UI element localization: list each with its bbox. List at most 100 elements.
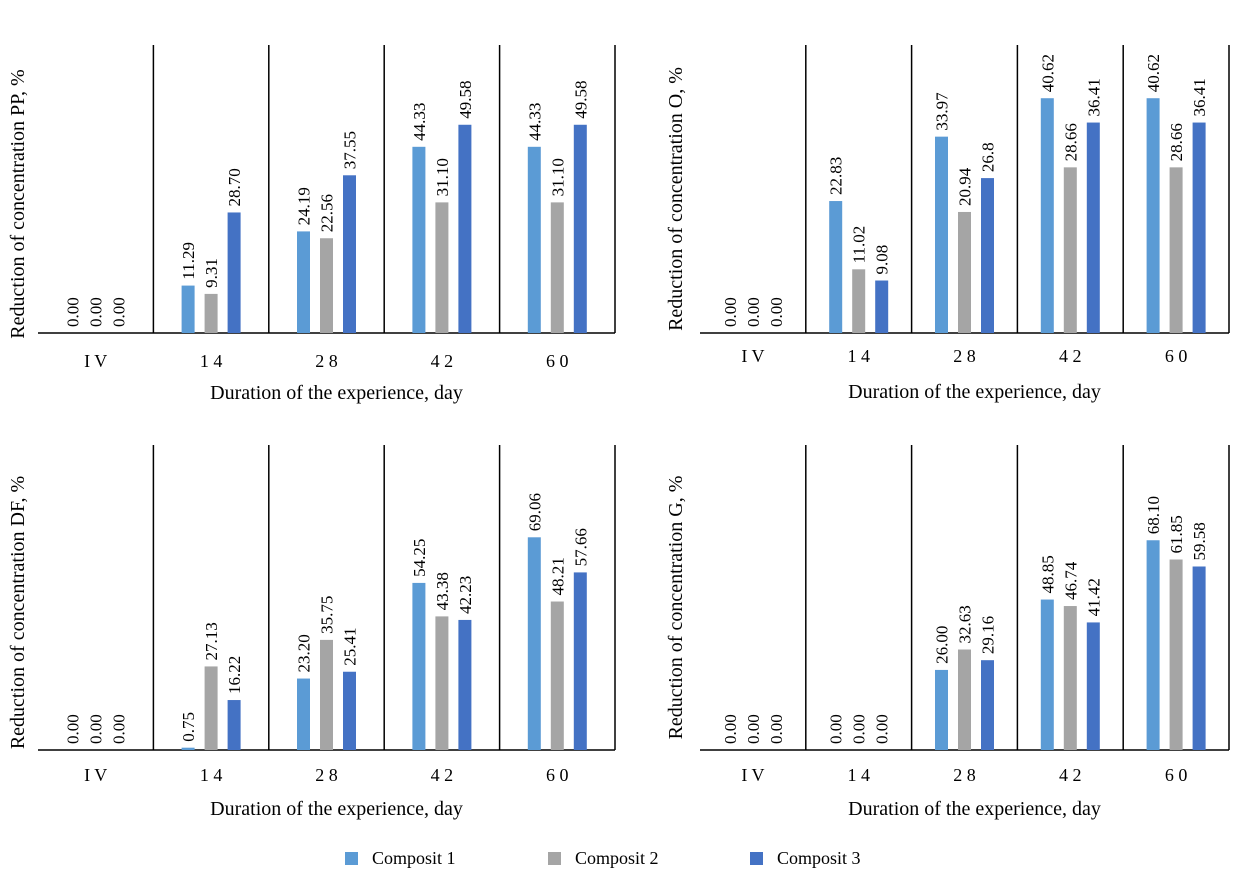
category-label: I V	[84, 351, 107, 371]
bar-composit-2	[204, 293, 218, 333]
bar-composit-2	[320, 639, 333, 750]
legend-label: Composit 1	[372, 848, 456, 868]
data-label: 59.58	[1190, 522, 1209, 560]
bar-composit-1	[297, 678, 310, 750]
bar-composit-1	[297, 231, 310, 333]
data-label: 0.00	[87, 297, 106, 327]
bar-composit-3	[981, 178, 994, 333]
bar-composit-3	[227, 700, 241, 750]
data-label: 22.56	[318, 194, 337, 232]
data-label: 31.10	[548, 158, 567, 196]
data-label: 27.13	[202, 622, 221, 660]
data-label: 0.00	[744, 714, 763, 744]
legend-label: Composit 2	[575, 848, 659, 868]
category-label: 2 8	[953, 346, 976, 366]
data-label: 0.00	[744, 297, 763, 327]
data-label: 48.85	[1038, 555, 1057, 593]
data-label: 29.16	[979, 616, 998, 654]
data-label: 0.00	[873, 714, 892, 744]
chart-panel-g: 0.00 0.00 0.00 I V 0.00 0.00 0.00 1 4 26.00 32.63…	[655, 433, 1234, 833]
bar-composit-1	[181, 747, 195, 750]
category-label: 1 4	[847, 765, 870, 785]
legend-item-composit-3: Composit 3	[750, 848, 861, 869]
legend-swatch-composit-2	[548, 852, 561, 865]
legend-item-composit-1: Composit 1	[345, 848, 456, 869]
data-label: 26.00	[933, 626, 952, 664]
bar-composit-1	[935, 136, 948, 333]
category-label: 2 8	[953, 765, 976, 785]
category-label: 1 4	[847, 346, 870, 366]
bar-composit-1	[935, 669, 948, 750]
bar-composit-3	[343, 671, 356, 750]
chart-panel-pp: 0.00 0.00 0.00 I V 11.29 9.31 28.70 1 4 24.19 22.…	[0, 0, 625, 415]
chart-panel-o: 0.00 0.00 0.00 I V 22.83 11.02 9.08 1 4 33.97 20.…	[655, 0, 1234, 415]
category-label: 4 2	[1059, 765, 1082, 785]
category-label: 4 2	[431, 765, 454, 785]
data-label: 32.63	[956, 605, 975, 643]
bar-composit-1	[527, 537, 541, 750]
data-label: 49.58	[571, 81, 590, 119]
x-axis-title: Duration of the experience, day	[848, 381, 1101, 403]
data-label: 68.10	[1144, 496, 1163, 534]
data-label: 16.22	[225, 656, 244, 694]
category-label: I V	[741, 765, 764, 785]
bar-composit-3	[981, 660, 994, 750]
bar-composit-2	[435, 616, 449, 750]
data-label: 36.41	[1084, 78, 1103, 116]
bar-composit-1	[527, 146, 541, 333]
bar-composit-2	[1063, 606, 1077, 750]
data-label: 22.83	[827, 157, 846, 195]
y-axis-title: Reduction of concentration DF, %	[7, 476, 29, 749]
data-label: 0.00	[767, 297, 786, 327]
bar-composit-3	[458, 619, 472, 750]
data-label: 49.58	[456, 81, 475, 119]
x-axis-title: Duration of the experience, day	[848, 798, 1101, 820]
data-label: 69.06	[525, 493, 544, 531]
bar-composit-3	[343, 175, 356, 333]
data-label: 0.00	[64, 714, 83, 744]
bar-composit-1	[412, 582, 426, 750]
bar-composit-2	[852, 269, 866, 333]
bar-composit-2	[958, 211, 971, 333]
bar-composit-2	[204, 666, 218, 750]
legend-item-composit-2: Composit 2	[548, 848, 659, 869]
category-label: 4 2	[431, 351, 454, 371]
data-label: 26.8	[979, 142, 998, 172]
data-label: 9.08	[873, 245, 892, 275]
data-label: 9.31	[202, 258, 221, 288]
bar-composit-3	[573, 124, 587, 333]
bar-composit-1	[181, 285, 195, 333]
data-label: 0.00	[110, 714, 129, 744]
category-label: 1 4	[200, 765, 223, 785]
data-label: 23.20	[295, 634, 314, 672]
data-label: 0.00	[110, 297, 129, 327]
category-label: 6 0	[1165, 346, 1188, 366]
data-label: 11.29	[179, 242, 198, 280]
data-label: 0.00	[721, 714, 740, 744]
data-label: 11.02	[850, 226, 869, 264]
bar-composit-1	[1146, 98, 1160, 333]
bar-composit-3	[227, 212, 241, 333]
bar-composit-3	[1192, 122, 1206, 333]
data-label: 43.38	[433, 572, 452, 610]
bar-composit-2	[1169, 167, 1183, 333]
data-label: 46.74	[1061, 561, 1080, 600]
bar-composit-2	[550, 202, 564, 333]
data-label: 28.66	[1167, 123, 1186, 161]
bar-composit-2	[550, 601, 564, 750]
data-label: 0.00	[87, 714, 106, 744]
x-axis-title: Duration of the experience, day	[210, 382, 463, 404]
data-label: 44.33	[410, 103, 429, 141]
chart-panel-df: 0.00 0.00 0.00 I V 0.75 27.13 16.22 1 4 23.20 35.…	[0, 433, 625, 833]
bar-composit-3	[1086, 622, 1100, 750]
bar-composit-2	[1063, 167, 1077, 333]
bar-composit-3	[1086, 122, 1100, 333]
bar-composit-2	[1169, 559, 1183, 750]
x-axis-title: Duration of the experience, day	[210, 798, 463, 820]
category-label: 1 4	[200, 351, 223, 371]
category-label: 6 0	[546, 351, 569, 371]
data-label: 40.62	[1144, 54, 1163, 92]
bar-composit-3	[458, 124, 472, 333]
